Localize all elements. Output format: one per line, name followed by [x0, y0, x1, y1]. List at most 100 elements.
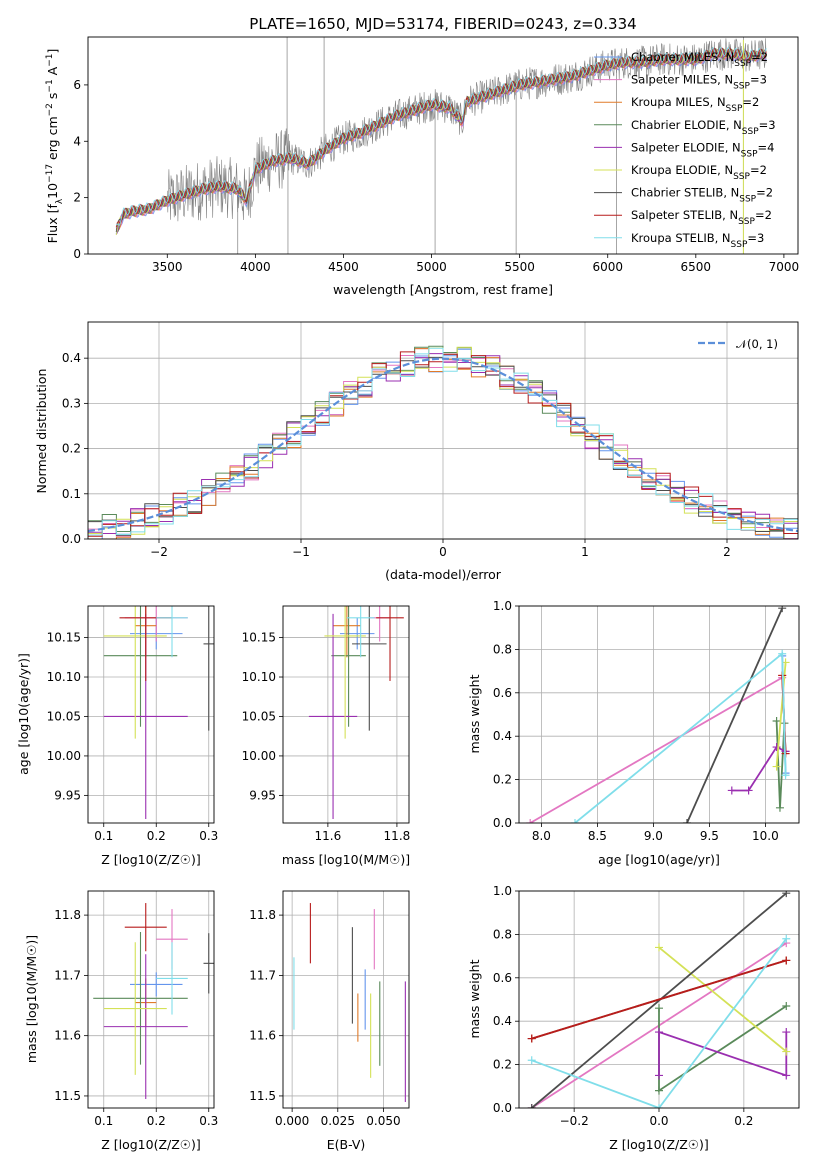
y-tick-label: 1.0	[493, 599, 512, 613]
clip-mass_weight_vs_age-plot-area	[526, 606, 790, 823]
histogram-kroupa-stelib	[88, 347, 798, 536]
y-tick-label: 10.05	[242, 709, 276, 723]
age_vs_mass-frame	[282, 605, 410, 824]
x-tick-label: −0.2	[560, 1114, 589, 1128]
normal-distribution-curve	[88, 357, 798, 533]
x-tick-label: −1	[292, 545, 310, 559]
residuals-x-axis-label: (data-model)/error	[385, 567, 502, 582]
y-tick-label: 0.4	[62, 351, 81, 365]
clipHist-plot-area	[88, 345, 798, 539]
y-tick-label: 10.15	[242, 631, 276, 645]
x-tick-label: 8.0	[532, 829, 551, 843]
weight-marker-kroupa-elodie	[772, 762, 781, 771]
age-vs-z-y-axis-label: age [log10(age/yr)]	[16, 653, 31, 775]
clipSpec-plot-area	[115, 37, 767, 254]
x-tick-label: 0.1	[94, 829, 113, 843]
mass-vs-z-y-axis-label: mass [log10(M/M☉)]	[24, 935, 39, 1063]
y-tick-label: 10.10	[47, 670, 81, 684]
weight-marker-salpeter-elodie	[782, 1071, 791, 1080]
legend-entry-salpeter-miles: Salpeter MILES, NSSP=3	[631, 73, 767, 92]
x-tick-label: −2	[150, 545, 168, 559]
spectrum-y-axis-label: Flux [fλ10−17 erg cm−2 s−1 A−1]	[45, 49, 65, 244]
x-tick-label: 0.0	[649, 1114, 668, 1128]
x-tick-label: 0.050	[366, 1114, 400, 1128]
weight-line-kroupa-elodie	[775, 662, 787, 767]
weight-line-chabrier-elodie	[775, 720, 786, 808]
legend-entry-chabrier-stelib: Chabrier STELIB, NSSP=2	[631, 186, 773, 205]
age_vs_mass-ticks: 11.6 11.8 9.95 10.00 10.05 10.10 10.15	[242, 606, 410, 843]
mass-weight-vs-age-y-axis-label: mass weight	[467, 674, 482, 753]
y-tick-label: 1.0	[493, 884, 512, 898]
x-tick-label: 0.2	[147, 1114, 166, 1128]
mass_weight_vs_age-ticks: 8.0 8.5 9.0 9.5 10.0 0.0 0.2 0.4 0.6 0.8 1.0	[493, 599, 799, 843]
weight-marker-chabrier-elodie	[775, 803, 784, 812]
y-tick-label: 0.3	[62, 396, 81, 410]
mass_vs_ebv-frame	[282, 890, 410, 1109]
clip-mass_vs_ebv-plot-area	[293, 903, 406, 1102]
weight-marker-kroupa-stelib	[527, 1056, 536, 1065]
weight-marker-salpeter-elodie	[727, 786, 736, 795]
x-tick-label: 7000	[769, 260, 800, 274]
weight-line-chabrier-stelib	[531, 892, 787, 1108]
weight-marker-chabrier-elodie	[772, 717, 781, 726]
legend-entry-chabrier-elodie: Chabrier ELODIE, NSSP=3	[631, 118, 776, 137]
clip-age_vs_mass-plot-area	[308, 606, 404, 820]
x-tick-label: 0.025	[321, 1114, 355, 1128]
x-tick-label: 9.5	[700, 829, 719, 843]
spectrum-frame	[87, 36, 799, 255]
weight-marker-kroupa-stelib	[778, 649, 787, 658]
mass_weight_vs_age-frame	[518, 605, 800, 824]
y-tick-label: 11.8	[249, 908, 276, 922]
x-tick-label: 0.3	[199, 1114, 218, 1128]
x-tick-label: 9.0	[644, 829, 663, 843]
weight-line-salpeter-elodie	[731, 745, 786, 792]
y-tick-label: 11.5	[249, 1089, 276, 1103]
weight-marker-kroupa-stelib	[571, 819, 579, 823]
weight-marker-chabrier-stelib	[683, 819, 691, 823]
weight-marker-kroupa-stelib	[781, 771, 790, 780]
weight-marker-chabrier-elodie	[655, 1004, 663, 1013]
y-tick-label: 10.15	[47, 631, 81, 645]
weight-line-salpeter-stelib	[531, 959, 787, 1040]
y-tick-label: 0.0	[493, 1101, 512, 1115]
y-tick-label: 10.00	[47, 749, 81, 763]
weight-line-salpeter-elodie	[658, 1030, 788, 1077]
residuals-axes: −2 −1 0 1 2 0.0 0.1 0.2 0.3 0.4 (data-model)/error…	[34, 321, 799, 582]
legend-entry-kroupa-miles: Kroupa MILES, NSSP=2	[631, 95, 759, 114]
y-tick-label: 0.6	[493, 686, 512, 700]
y-tick-label: 10.05	[47, 709, 81, 723]
mass-weight-vs-z-x-axis-label: Z [log10(Z/Z☉)]	[609, 1137, 709, 1152]
y-tick-label: 0.8	[493, 642, 512, 656]
legend-entry-chabrier-miles: Chabrier MILES, NSSP=2	[631, 50, 768, 69]
y-tick-label: 2	[73, 191, 81, 205]
x-tick-label: 6500	[681, 260, 712, 274]
weight-line-kroupa-stelib	[574, 651, 787, 823]
y-tick-label: 9.95	[54, 788, 81, 802]
weight-line-chabrier-elodie	[658, 1005, 787, 1093]
x-tick-label: 0.1	[94, 1114, 113, 1128]
y-tick-label: 11.7	[54, 968, 81, 982]
y-tick-label: 0.2	[62, 442, 81, 456]
weight-marker-salpeter-stelib	[527, 1034, 536, 1043]
legend-entry-salpeter-stelib: Salpeter STELIB, NSSP=2	[631, 208, 772, 227]
weight-line-kroupa-elodie	[658, 946, 787, 1053]
model-spectrum-kroupa-stelib	[115, 46, 767, 226]
mass-vs-z-x-axis-label: Z [log10(Z/Z☉)]	[101, 1137, 201, 1152]
weight-marker-kroupa-stelib	[782, 934, 791, 943]
y-tick-label: 0	[73, 247, 81, 261]
mass_vs_z-frame	[87, 890, 215, 1109]
mass-vs-ebv-x-axis-label: E(B-V)	[327, 1137, 366, 1152]
mass_vs_z-ticks: 0.1 0.2 0.3 11.5 11.6 11.7 11.8	[54, 891, 218, 1128]
model-spectrum-chabrier-stelib	[115, 47, 767, 232]
x-tick-label: 1	[581, 545, 589, 559]
weight-marker-kroupa-elodie	[782, 1047, 791, 1056]
mass_vs_ebv-ticks: 0.000 0.025 0.050 11.5 11.6 11.7 11.8	[249, 891, 409, 1128]
y-tick-label: 0.0	[493, 816, 512, 830]
y-tick-label: 0.0	[62, 532, 81, 546]
weight-marker-chabrier-stelib	[527, 1104, 536, 1108]
y-tick-label: 0.4	[493, 1014, 512, 1028]
y-tick-label: 6	[73, 78, 81, 92]
weight-marker-chabrier-stelib	[782, 891, 791, 898]
y-tick-label: 9.95	[249, 788, 276, 802]
